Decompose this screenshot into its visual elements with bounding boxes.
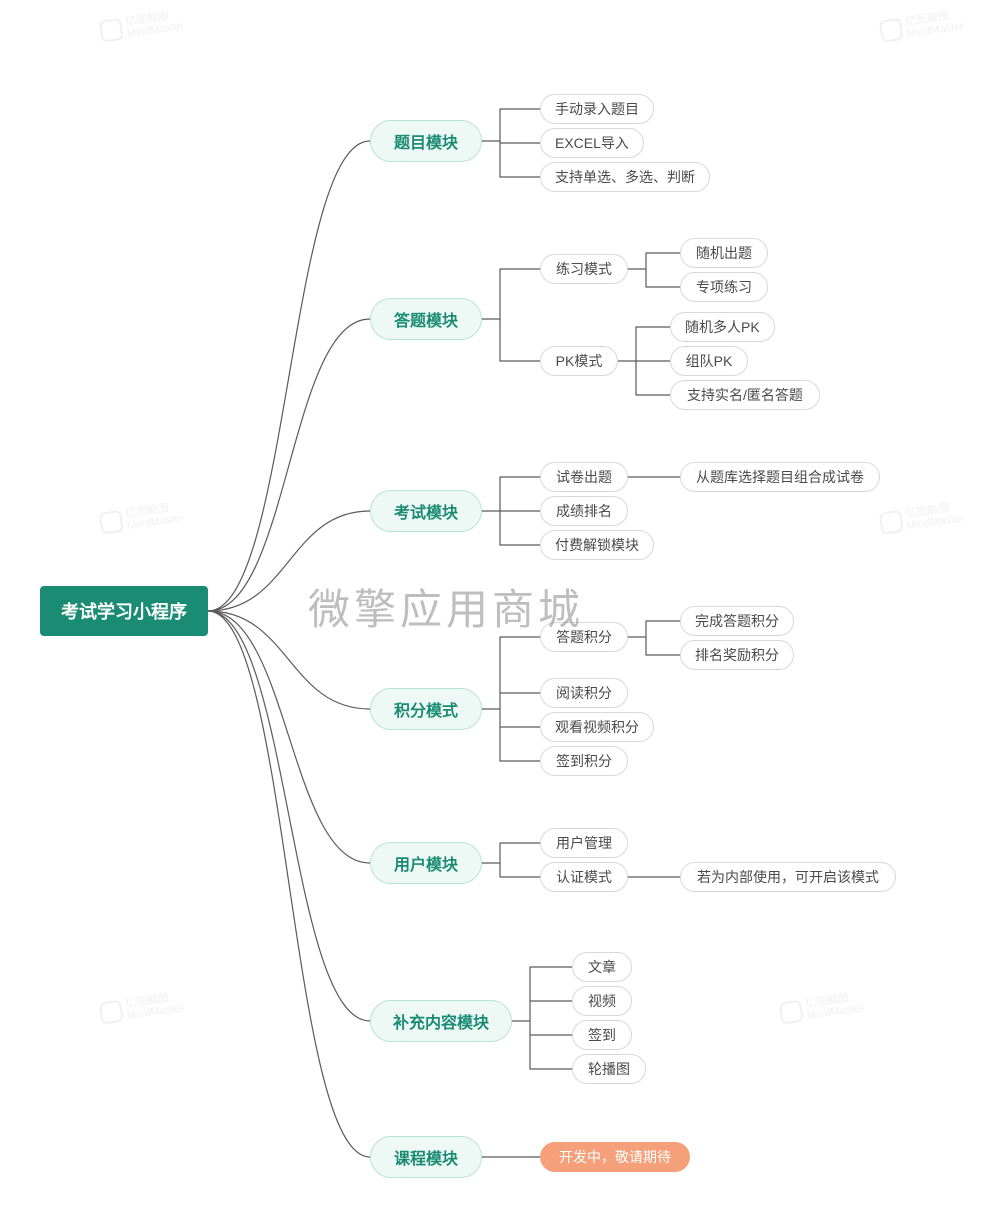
leaf-node: 视频 (572, 986, 632, 1016)
leaf-node: 试卷出题 (540, 462, 628, 492)
leaf-node: 排名奖励积分 (680, 640, 794, 670)
leaf-node: 支持单选、多选、判断 (540, 162, 710, 192)
leaf-node: 手动录入题目 (540, 94, 654, 124)
leaf-node: 支持实名/匿名答题 (670, 380, 820, 410)
branch-node: 题目模块 (370, 120, 482, 162)
leaf-node: 从题库选择题目组合成试卷 (680, 462, 880, 492)
root-node: 考试学习小程序 (40, 586, 208, 636)
leaf-node: 认证模式 (540, 862, 628, 892)
leaf-node: 开发中，敬请期待 (540, 1142, 690, 1172)
leaf-node: 组队PK (670, 346, 748, 376)
leaf-node: 阅读积分 (540, 678, 628, 708)
leaf-node: 成绩排名 (540, 496, 628, 526)
branch-node: 答题模块 (370, 298, 482, 340)
leaf-node: 用户管理 (540, 828, 628, 858)
branch-node: 积分模式 (370, 688, 482, 730)
leaf-node: 专项练习 (680, 272, 768, 302)
leaf-node: PK模式 (540, 346, 618, 376)
branch-node: 用户模块 (370, 842, 482, 884)
leaf-node: 随机多人PK (670, 312, 775, 342)
leaf-node: 练习模式 (540, 254, 628, 284)
leaf-node: 随机出题 (680, 238, 768, 268)
leaf-node: EXCEL导入 (540, 128, 644, 158)
leaf-node: 轮播图 (572, 1054, 646, 1084)
leaf-node: 观看视频积分 (540, 712, 654, 742)
leaf-node: 签到 (572, 1020, 632, 1050)
leaf-node: 完成答题积分 (680, 606, 794, 636)
branch-node: 课程模块 (370, 1136, 482, 1178)
branch-node: 考试模块 (370, 490, 482, 532)
leaf-node: 签到积分 (540, 746, 628, 776)
leaf-node: 付费解锁模块 (540, 530, 654, 560)
leaf-node: 文章 (572, 952, 632, 982)
leaf-node: 答题积分 (540, 622, 628, 652)
leaf-node: 若为内部使用，可开启该模式 (680, 862, 896, 892)
branch-node: 补充内容模块 (370, 1000, 512, 1042)
